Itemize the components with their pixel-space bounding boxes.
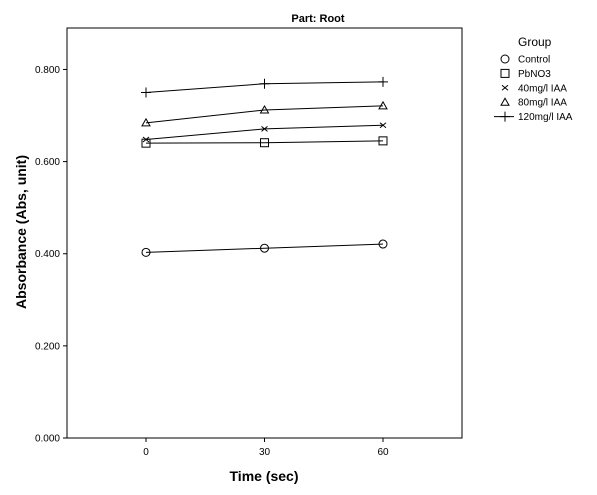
data-point-80mg-l-iaa (141, 117, 151, 127)
series-line-40mg-l-iaa (145, 124, 384, 140)
plot-frame (66, 27, 463, 439)
legend-label-40mg-l-iaa: 40mg/l IAA (518, 83, 567, 94)
series-line-control (145, 243, 384, 253)
data-point-pbno3 (260, 138, 269, 148)
data-point-120mg-l-iaa (259, 78, 270, 89)
legend-marker-control (500, 54, 510, 64)
legend-marker-120mg-l-iaa (500, 111, 510, 122)
data-point-120mg-l-iaa (141, 87, 151, 98)
y-tick-label: 0.000 (35, 434, 60, 445)
data-point-pbno3 (378, 136, 388, 146)
legend-label-pbno3: PbNO3 (518, 69, 551, 80)
data-point-80mg-l-iaa (378, 100, 388, 110)
data-point-40mg-l-iaa (142, 136, 150, 143)
y-tick-label: 0.800 (35, 65, 60, 76)
y-tick-label: 0.200 (35, 341, 60, 352)
data-point-40mg-l-iaa (379, 122, 387, 129)
legend-marker-pbno3 (500, 68, 510, 78)
data-point-40mg-l-iaa (261, 126, 268, 132)
x-tick-label: 60 (377, 447, 389, 458)
plot-area: 0.000 0.200 0.400 0.600 0.800 0 30 60 (35, 27, 463, 458)
y-axis-title: Absorbance (Abs, unit) (13, 155, 29, 309)
data-point-80mg-l-iaa (259, 104, 270, 114)
data-point-120mg-l-iaa (378, 76, 388, 87)
legend-label-control: Control (518, 55, 550, 66)
x-tick-label: 30 (259, 447, 271, 458)
legend-label-80mg-l-iaa: 80mg/l IAA (518, 98, 567, 109)
series-line-pbno3 (145, 140, 384, 144)
data-point-control (260, 243, 269, 253)
legend-marker-80mg-l-iaa (500, 97, 510, 106)
chart-title: Part: Root (291, 13, 345, 25)
legend-title: Group (518, 35, 552, 49)
legend: Control PbNO3 40mg/l IAA 80mg/l IAA 120mg/l … (494, 54, 573, 123)
legend-label-120mg-l-iaa: 120mg/l IAA (518, 112, 573, 123)
x-axis-title: Time (sec) (230, 468, 299, 484)
data-point-control (378, 239, 388, 249)
legend-marker-40mg-l-iaa (501, 84, 509, 91)
data-point-control (141, 247, 151, 257)
x-tick-label: 0 (143, 447, 149, 458)
series-line-80mg-l-iaa (145, 105, 384, 124)
y-tick-label: 0.600 (35, 157, 60, 168)
y-tick-label: 0.400 (35, 249, 60, 260)
